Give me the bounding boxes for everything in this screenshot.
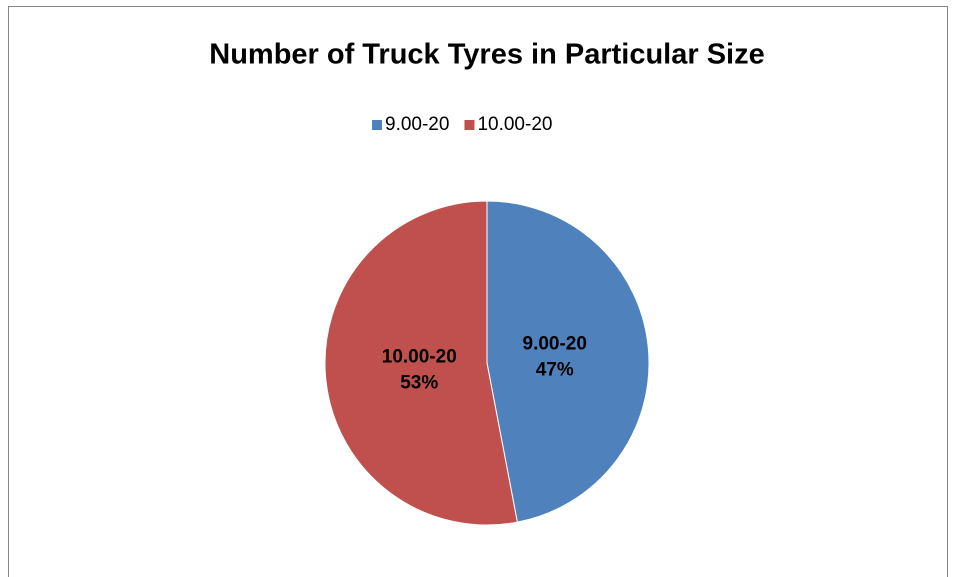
- pie-slice: [486, 200, 650, 523]
- slice-value-label: 53%: [400, 372, 438, 393]
- legend-swatch: [464, 120, 475, 130]
- legend-label: 9.00-20: [385, 114, 449, 135]
- slice-value-label: 47%: [536, 360, 574, 381]
- legend-swatch: [372, 120, 382, 130]
- slice-category-label: 9.00-20: [523, 334, 587, 355]
- slice-category-label: 10.00-20: [382, 346, 457, 367]
- legend-label: 10.00-20: [477, 114, 552, 135]
- pie-slice: [324, 200, 518, 526]
- chart-title: Number of Truck Tyres in Particular Size: [209, 39, 764, 71]
